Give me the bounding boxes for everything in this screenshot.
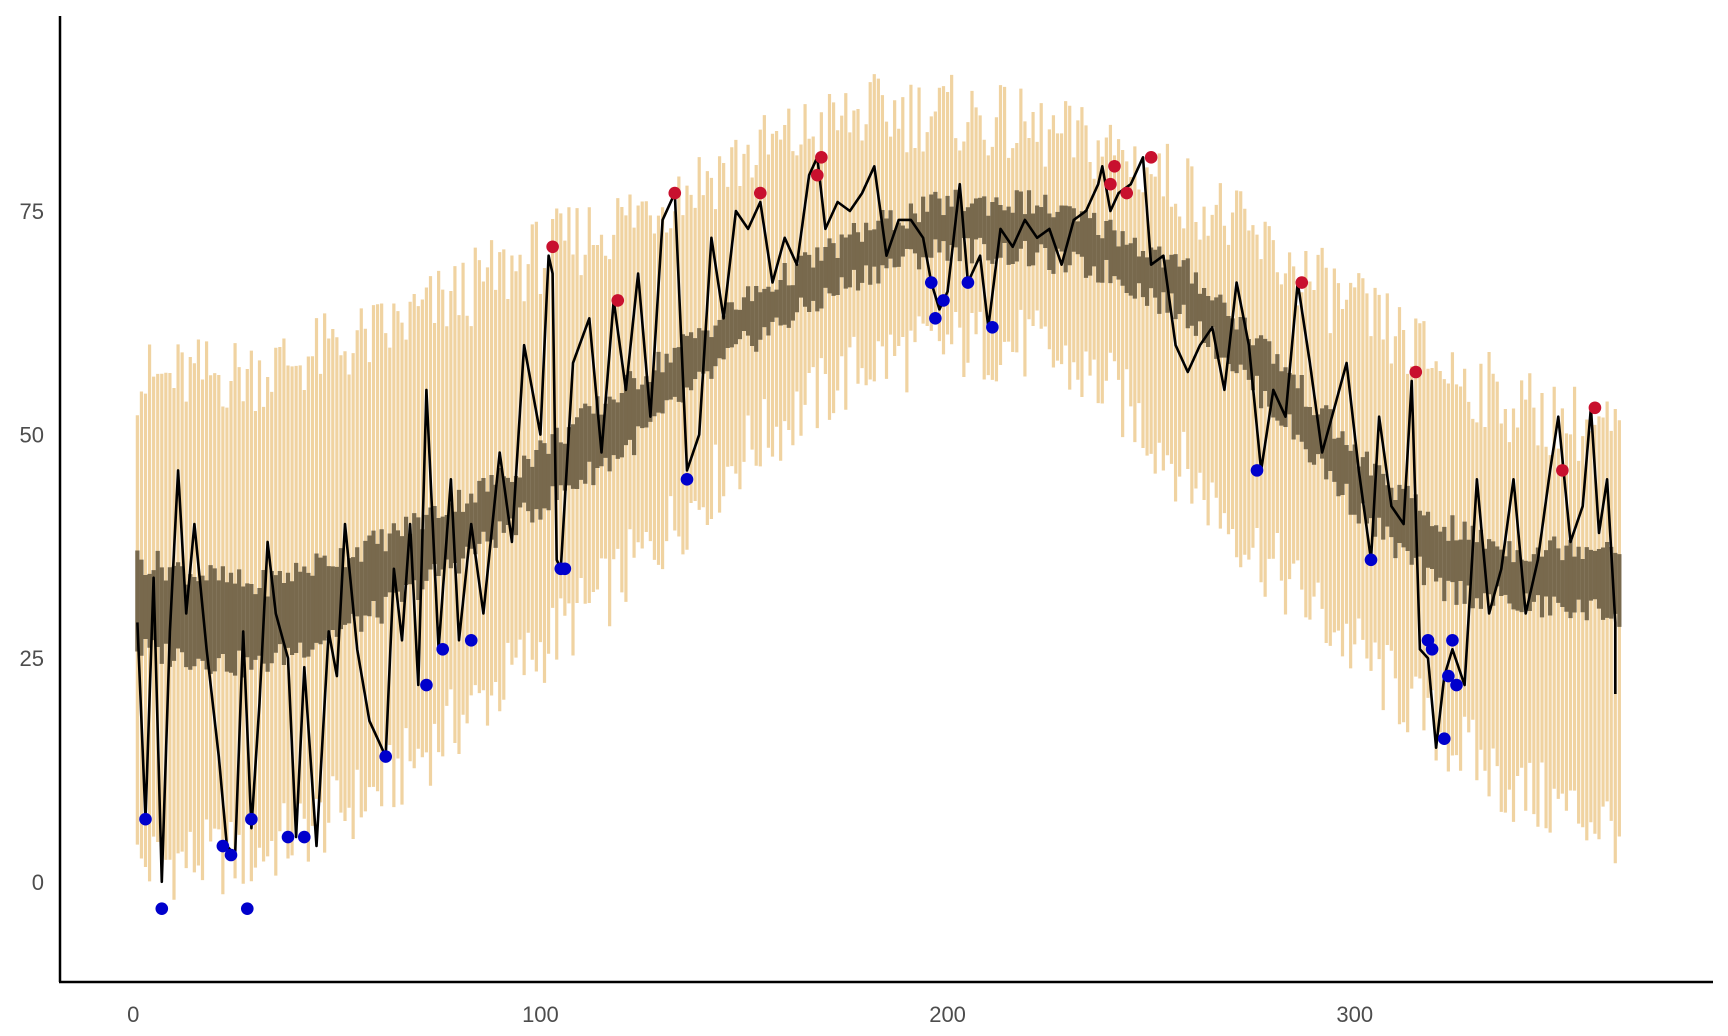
record-low-point bbox=[1442, 669, 1455, 683]
record-high-point bbox=[1120, 186, 1134, 200]
normal-range-bars bbox=[135, 189, 1622, 678]
y-tick-label: 25 bbox=[20, 646, 44, 671]
record-high-point bbox=[1409, 365, 1423, 379]
record-high-point bbox=[815, 151, 828, 164]
record-high-point bbox=[810, 168, 824, 182]
record-high-point bbox=[753, 186, 767, 200]
record-low-point bbox=[929, 312, 942, 325]
record-high-point bbox=[668, 186, 682, 200]
record-high-point bbox=[546, 240, 559, 254]
record-high-point bbox=[1104, 177, 1117, 191]
record-low-point bbox=[224, 848, 238, 862]
record-low-point bbox=[961, 276, 975, 289]
record-low-point bbox=[420, 678, 433, 692]
record-low-point bbox=[558, 562, 572, 576]
record-low-point bbox=[1450, 678, 1463, 692]
x-tick-label: 300 bbox=[1336, 1002, 1373, 1027]
record-low-point bbox=[1364, 553, 1378, 567]
record-low-point bbox=[281, 830, 295, 844]
y-tick-label: 0 bbox=[32, 870, 44, 895]
record-low-point bbox=[1446, 634, 1459, 647]
record-low-point bbox=[986, 320, 999, 334]
record-low-point bbox=[216, 839, 230, 853]
record-low-point bbox=[1437, 732, 1451, 746]
y-tick-label: 50 bbox=[20, 423, 44, 448]
record-low-point bbox=[379, 750, 393, 763]
record-high-point bbox=[1108, 159, 1121, 173]
x-tick-label: 100 bbox=[522, 1002, 559, 1027]
record-high-point bbox=[1295, 276, 1309, 289]
observed-temperature-line bbox=[136, 156, 1617, 884]
record-low-point bbox=[297, 830, 311, 844]
record-high-point bbox=[1588, 401, 1602, 415]
y-tick-label: 75 bbox=[20, 199, 44, 224]
record-low-point bbox=[436, 642, 450, 656]
record-high-points bbox=[546, 151, 1602, 477]
record-high-point bbox=[611, 294, 625, 307]
record-low-point bbox=[1425, 642, 1439, 656]
record-low-point bbox=[1250, 464, 1264, 477]
record-low-point bbox=[240, 902, 254, 915]
y-tick-labels: 0 25 50 75 bbox=[20, 199, 44, 895]
record-low-point bbox=[464, 634, 478, 647]
record-low-point bbox=[139, 812, 152, 826]
record-low-point bbox=[245, 812, 258, 826]
record-low-point bbox=[680, 473, 694, 486]
x-tick-label: 200 bbox=[929, 1002, 966, 1027]
record-low-point bbox=[937, 294, 950, 307]
x-tick-labels: 0 100 200 300 bbox=[127, 1002, 1373, 1027]
record-low-point bbox=[155, 902, 169, 915]
record-low-point bbox=[924, 276, 938, 289]
record-high-point bbox=[1144, 151, 1158, 164]
record-low-points bbox=[139, 276, 1463, 915]
x-tick-label: 0 bbox=[127, 1002, 139, 1027]
record-high-point bbox=[1556, 464, 1569, 477]
